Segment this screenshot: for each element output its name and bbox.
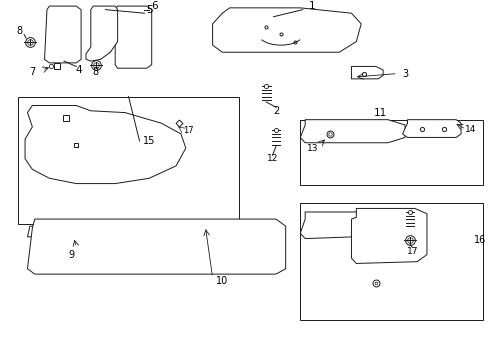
Text: 17: 17 <box>406 247 417 256</box>
Polygon shape <box>44 6 81 63</box>
Polygon shape <box>27 219 285 274</box>
Bar <box>18 96 239 224</box>
Text: 12: 12 <box>266 154 278 163</box>
Polygon shape <box>351 67 382 79</box>
Text: 1: 1 <box>308 1 315 11</box>
Polygon shape <box>27 226 173 237</box>
Polygon shape <box>115 6 151 68</box>
Text: 3: 3 <box>401 68 407 78</box>
Polygon shape <box>86 6 118 61</box>
Text: 13: 13 <box>306 144 318 153</box>
Text: 9: 9 <box>68 249 74 260</box>
Polygon shape <box>402 120 460 138</box>
Text: 2: 2 <box>272 106 279 116</box>
Polygon shape <box>300 120 404 143</box>
Polygon shape <box>300 212 368 239</box>
Bar <box>300 203 482 320</box>
Text: 5: 5 <box>146 5 152 15</box>
Polygon shape <box>212 8 361 52</box>
Text: 6: 6 <box>150 1 157 11</box>
Bar <box>300 120 482 185</box>
Text: 15: 15 <box>143 136 155 146</box>
Text: 11: 11 <box>373 108 386 118</box>
Text: 7: 7 <box>29 67 36 77</box>
Text: 8: 8 <box>92 67 99 77</box>
Text: 17: 17 <box>183 126 193 135</box>
Text: 16: 16 <box>473 235 486 246</box>
Text: 14: 14 <box>464 125 475 134</box>
Polygon shape <box>351 208 426 264</box>
Text: 10: 10 <box>216 276 228 286</box>
Text: 8: 8 <box>16 26 22 36</box>
Text: 4: 4 <box>75 65 82 75</box>
Polygon shape <box>25 105 185 184</box>
